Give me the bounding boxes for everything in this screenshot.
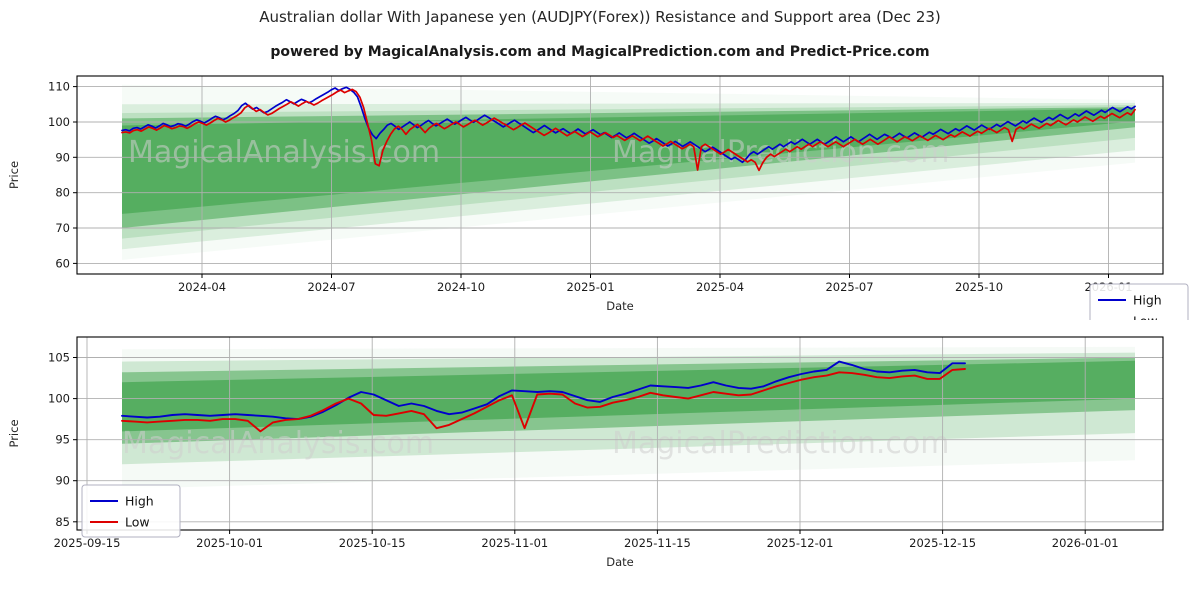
xtick-label: 2025-10 [955,280,1003,294]
ytick-label: 110 [48,80,70,94]
zoom-chart-svg: MagicalAnalysis.com MagicalPrediction.com… [7,336,1164,569]
xtick-label: 2025-12-01 [767,536,834,550]
series-line-high [121,360,966,421]
ytick-label: 85 [55,515,70,529]
xtick-label: 2025-04 [696,280,744,294]
zoom-chart-panel: MagicalAnalysis.com MagicalPrediction.com… [0,325,1200,600]
support-resistance-band [122,108,1135,214]
grid-group [77,76,1163,274]
plot-frame [76,336,1164,531]
x-axis-label: Date [606,555,634,569]
xtick-label: 2024-10 [437,280,485,294]
legend[interactable]: High Low [1089,283,1189,321]
xtick-label: 2025-12-15 [909,536,976,550]
series-group [121,360,966,433]
axis-group: 85 90 95 100 105 2025-09-15 2025-10-01 2025-10-… [48,351,1119,551]
y-axis-label: Price [7,419,21,447]
axis-group: 60 70 80 90 100 110 2024-04 2024-07 2024-10 2025-… [48,80,1132,294]
ytick-label: 70 [55,221,70,235]
overview-chart-svg: MagicalAnalysis.com MagicalPrediction.com… [7,75,1189,321]
band-group [122,346,1135,489]
legend-box [1089,283,1189,320]
plot-frame [76,75,1164,275]
xtick-label: 2025-07 [825,280,873,294]
xtick-label: 2026-01-01 [1052,536,1119,550]
grid-group [77,337,1163,530]
xtick-label: 2025-10-01 [196,536,263,550]
overview-chart-panel: MagicalAnalysis.com MagicalPrediction.com… [0,62,1200,320]
series-group [121,86,1136,172]
ytick-label: 90 [55,150,70,164]
ytick-label: 80 [55,186,70,200]
xtick-label: 2025-10-15 [339,536,406,550]
xtick-label: 2024-07 [307,280,355,294]
y-axis-label: Price [7,161,21,189]
ytick-label: 100 [48,115,70,129]
ytick-label: 100 [48,392,70,406]
xtick-label: 2025-11-15 [624,536,691,550]
xtick-label: 2024-04 [178,280,226,294]
ytick-label: 90 [55,474,70,488]
watermark-text: MagicalAnalysis.com [122,426,434,461]
legend-box [81,484,181,538]
legend-label-low: Low [1133,314,1158,321]
watermark-group: MagicalAnalysis.com MagicalPrediction.com [122,426,950,461]
xtick-label: 2025-09-15 [54,536,121,550]
legend-label-high: High [1133,293,1162,308]
legend-label-high: High [125,494,154,509]
legend-label-low: Low [125,515,150,530]
xtick-label: 2025-11-01 [481,536,548,550]
series-line-low [121,88,1136,172]
series-line-low [121,368,966,433]
page-subtitle: powered by MagicalAnalysis.com and Magic… [270,44,930,60]
legend[interactable]: High Low [81,484,181,538]
ytick-label: 105 [48,351,70,365]
ytick-label: 95 [55,433,70,447]
ytick-label: 60 [55,256,70,270]
page-title: Australian dollar With Japanese yen (AUD… [259,8,941,26]
watermark-text: MagicalPrediction.com [612,426,950,461]
x-axis-label: Date [606,299,634,313]
watermark-text: MagicalAnalysis.com [128,135,440,170]
xtick-label: 2025-01 [566,280,614,294]
